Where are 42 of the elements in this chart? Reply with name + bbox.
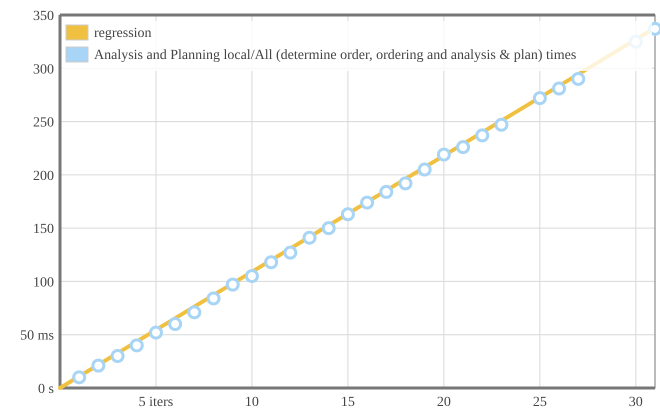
y-tick-label: 100 bbox=[33, 275, 54, 290]
point bbox=[72, 370, 86, 384]
point bbox=[264, 255, 278, 270]
point bbox=[322, 221, 336, 236]
point bbox=[436, 148, 451, 162]
x-tick-label: 15 bbox=[340, 395, 355, 410]
point bbox=[283, 246, 298, 260]
point bbox=[475, 128, 490, 142]
point bbox=[379, 184, 394, 199]
point bbox=[244, 269, 259, 284]
legend-label: regression bbox=[94, 26, 152, 41]
point bbox=[130, 338, 144, 352]
y-tick-label: 250 bbox=[33, 116, 54, 131]
point bbox=[340, 207, 355, 222]
x-tick-label: 10 bbox=[244, 395, 259, 410]
x-tick-label: 20 bbox=[436, 395, 451, 410]
point bbox=[187, 305, 202, 320]
y-tick-label: 200 bbox=[33, 168, 54, 184]
point bbox=[398, 176, 412, 190]
y-tick-label: 150 bbox=[33, 222, 54, 238]
point bbox=[110, 349, 125, 364]
y-tick-label: 0 s bbox=[38, 382, 54, 397]
point bbox=[206, 291, 221, 306]
point bbox=[302, 230, 317, 245]
point bbox=[148, 326, 163, 340]
point bbox=[360, 196, 374, 210]
y-tick-label: 300 bbox=[33, 62, 54, 78]
point bbox=[91, 358, 106, 373]
y-tick-label: 350 bbox=[33, 9, 54, 24]
point bbox=[226, 278, 240, 292]
x-tick-label: 30 bbox=[628, 395, 643, 410]
point bbox=[552, 82, 566, 96]
point bbox=[494, 118, 508, 132]
point bbox=[571, 72, 586, 86]
point bbox=[418, 162, 432, 177]
point bbox=[168, 317, 182, 332]
point bbox=[456, 140, 470, 154]
x-tick-label: 5 iters bbox=[138, 395, 174, 410]
legend-label: Analysis and Planning local/All (determine order, ordering and analysis & plan) times bbox=[94, 48, 576, 63]
y-tick-label: 50 ms bbox=[20, 328, 54, 344]
x-tick-label: 25 bbox=[532, 395, 547, 410]
point bbox=[532, 91, 547, 106]
